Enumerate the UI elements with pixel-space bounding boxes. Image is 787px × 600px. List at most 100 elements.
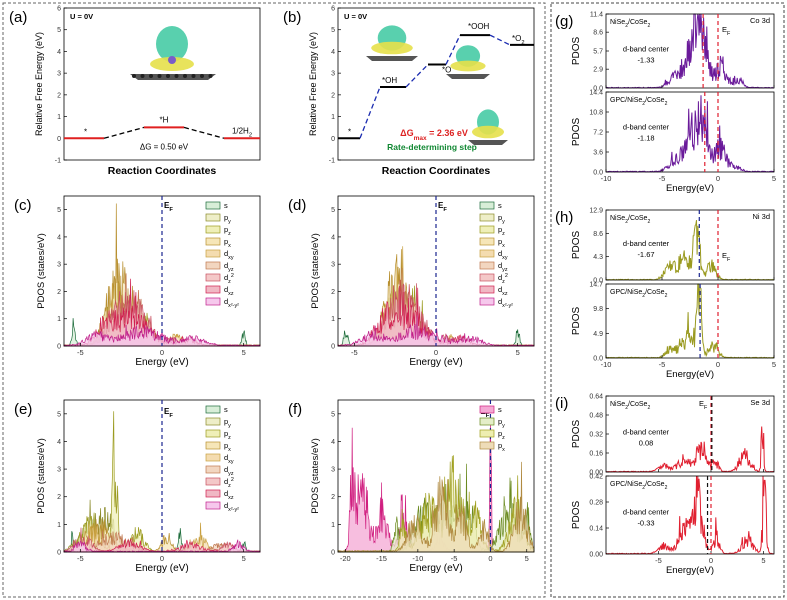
panel-c-legend-swatch bbox=[205, 213, 221, 222]
panel-i-sub1-xtick-label: 0 bbox=[709, 556, 713, 565]
panel-f-ytick-label: 4 bbox=[331, 439, 335, 446]
panel-c-ytick-label: 1 bbox=[57, 316, 61, 323]
panel-h-sub1-xtick-label: -10 bbox=[601, 360, 612, 369]
panel-c-legend-entry: px bbox=[224, 237, 231, 249]
panel-d-legend-entry: dz2 bbox=[498, 273, 508, 285]
carbon-atom bbox=[149, 74, 153, 78]
panel-f-xtick-label: -20 bbox=[340, 554, 351, 563]
panel-a-ylabel: Relative Free Energy (eV) bbox=[34, 32, 44, 136]
panel-e-legend-swatch bbox=[205, 429, 221, 438]
panel-e-xtick-label: -5 bbox=[77, 554, 84, 563]
panel-b-structure-image bbox=[446, 45, 490, 79]
panel-e-legend-entry: pz bbox=[224, 429, 231, 441]
panel-i-orbital-label: Se 3d bbox=[750, 398, 770, 407]
panel-a-ytick-label: 6 bbox=[57, 6, 61, 13]
metal-atom bbox=[168, 56, 176, 64]
panel-e-legend-entry: dz2 bbox=[224, 477, 234, 489]
panel-e-xtick-label: 0 bbox=[160, 554, 164, 563]
graphene-sheet bbox=[446, 74, 490, 79]
panel-e-label: (e) bbox=[14, 401, 32, 418]
panel-a-state-label: *H bbox=[160, 115, 169, 124]
panel-b-step-link bbox=[489, 34, 511, 46]
panel-h-sub1-ytick-label: 14.7 bbox=[589, 282, 603, 289]
panel-c-legend-entry: pz bbox=[224, 225, 231, 237]
panel-g-dband-value: -1.18 bbox=[637, 134, 654, 143]
panel-h-sub0-ytick-label: 4.3 bbox=[593, 254, 603, 261]
panel-e-legend-swatch bbox=[205, 477, 221, 486]
panel-f-ytick-label: 1 bbox=[331, 522, 335, 529]
panel-f-xlabel: Energy (eV) bbox=[409, 563, 462, 574]
panel-b-state-label: *OH bbox=[382, 76, 397, 85]
panel-e-legend-entry: dxz bbox=[224, 489, 234, 501]
carbon-atom bbox=[183, 74, 187, 78]
panel-d-xtick-label: 0 bbox=[434, 348, 438, 357]
panel-h-sub1-ytick-label: 9.8 bbox=[593, 306, 603, 313]
panel-b-step-link bbox=[359, 86, 381, 139]
panel-c-legend-swatch bbox=[205, 201, 221, 210]
panel-f-legend-swatch bbox=[479, 417, 495, 426]
panel-e-legend-swatch bbox=[205, 489, 221, 498]
panel-e-legend-entry: s bbox=[224, 405, 228, 414]
panel-i-sub0-ytick-label: 0.32 bbox=[589, 432, 603, 439]
left-group-border bbox=[2, 2, 546, 598]
panel-c-legend-swatch bbox=[205, 273, 221, 282]
panel-c-series-dx2-y2 bbox=[63, 325, 261, 347]
panel-g-fermi-label: EF bbox=[722, 25, 731, 37]
panel-c-legend-entry: dxy bbox=[224, 249, 234, 261]
panel-h-sub1-frame bbox=[605, 283, 775, 359]
panel-d-legend-swatch bbox=[479, 213, 495, 222]
panel-h-pdos-line bbox=[605, 220, 775, 281]
panel-i-ylabel: PDOS bbox=[571, 420, 582, 449]
panel-g-sub1-xtick-label: 0 bbox=[716, 174, 720, 183]
panel-i-sub1-ytick-label: 0.42 bbox=[589, 474, 603, 481]
panel-c-ytick-label: 3 bbox=[57, 262, 61, 269]
panel-h-label: (h) bbox=[555, 209, 573, 226]
panel-f-xtick-label: -10 bbox=[412, 554, 423, 563]
panel-i-sub1-ytick-label: 0.28 bbox=[589, 500, 603, 507]
panel-c-label: (c) bbox=[14, 197, 32, 214]
panel-a-step-link bbox=[103, 126, 145, 139]
panel-h-fermi-label: EF bbox=[722, 251, 731, 263]
panel-h-orbital-label: Ni 3d bbox=[752, 212, 770, 221]
panel-e-legend-swatch bbox=[205, 501, 221, 510]
panel-h-sub1-ytick-label: 0.0 bbox=[593, 356, 603, 363]
panel-c-legend-entry: dx²-y² bbox=[224, 297, 239, 309]
panel-i-dband-value: 0.08 bbox=[639, 438, 654, 447]
panel-e-legend-entry: dx²-y² bbox=[224, 501, 239, 513]
panel-e-legend-entry: py bbox=[224, 417, 231, 429]
panel-e-ytick-label: 4 bbox=[57, 439, 61, 446]
panel-g-sub0-ytick-label: 0.0 bbox=[593, 86, 603, 93]
panel-a-ytick-label: 1 bbox=[57, 114, 61, 121]
panel-f-ytick-label: 3 bbox=[331, 467, 335, 474]
panel-e-legend-swatch bbox=[205, 417, 221, 426]
panel-g-sub0-ytick-label: 11.4 bbox=[590, 12, 603, 19]
graphene-sheet bbox=[468, 140, 508, 145]
panel-f-legend-entry: pz bbox=[498, 429, 505, 441]
panel-e-ytick-label: 5 bbox=[57, 411, 61, 418]
panel-b-state-label: *O2 bbox=[512, 34, 525, 46]
panel-g-sub1-xtick-label: -5 bbox=[659, 174, 666, 183]
panel-h-sub1-xtick-label: 5 bbox=[772, 360, 776, 369]
panel-h-sub0-ytick-label: 0.0 bbox=[593, 278, 603, 285]
panel-i-sub0-ytick-label: 0.16 bbox=[589, 451, 603, 458]
panel-b-structure-image bbox=[468, 109, 508, 145]
carbon-atom bbox=[132, 74, 136, 78]
panel-d-ytick-label: 3 bbox=[331, 262, 335, 269]
panel-c-ytick-label: 4 bbox=[57, 234, 61, 241]
panel-g-dband-label: d-band center bbox=[623, 123, 670, 132]
panel-f-frame bbox=[337, 399, 535, 553]
panel-i-dband-label: d-band center bbox=[623, 427, 670, 436]
panel-d-legend-entry: py bbox=[498, 213, 505, 225]
right-group-border bbox=[550, 2, 785, 598]
panel-g-system-name: NiSe2/CoSe2 bbox=[610, 19, 650, 29]
panel-c-legend-swatch bbox=[205, 249, 221, 258]
panel-d-legend-swatch bbox=[479, 285, 495, 294]
panel-e-ytick-label: 0 bbox=[57, 550, 61, 557]
panel-e-ytick-label: 3 bbox=[57, 467, 61, 474]
panel-c-xlabel: Energy (eV) bbox=[135, 357, 188, 368]
panel-e-legend-entry: dxy bbox=[224, 453, 234, 465]
panel-a-ytick-label: 2 bbox=[57, 92, 61, 99]
panel-c-legend-entry: py bbox=[224, 213, 231, 225]
panel-a-state-label: 1/2H2 bbox=[232, 126, 252, 138]
charge-density-lobe bbox=[472, 125, 504, 139]
